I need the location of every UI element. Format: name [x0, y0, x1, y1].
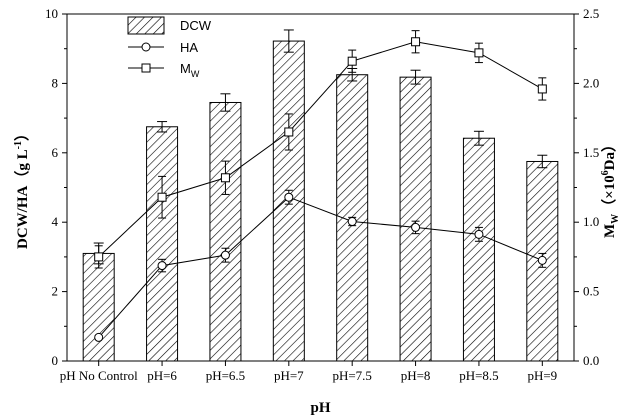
- y-tick-label: 2: [52, 284, 59, 299]
- bar-dcw: [209, 101, 242, 362]
- y2-tick-label: 0.0: [583, 353, 599, 368]
- line-ha: [98, 196, 543, 338]
- point-mw: [284, 127, 294, 137]
- y2-axis-title: MW（×106Da）: [600, 137, 621, 238]
- x-tick-label: pH=7.5: [332, 368, 371, 383]
- point-ha: [284, 192, 294, 202]
- x-tick-label: pH No Control: [60, 368, 138, 383]
- point-mw: [411, 37, 421, 47]
- point-mw: [474, 48, 484, 58]
- y-tick-label: 10: [45, 6, 58, 21]
- bar-dcw: [399, 76, 432, 362]
- y-tick-label: 4: [52, 214, 59, 229]
- x-tick-label: pH=6: [147, 368, 177, 383]
- y2-tick-label: 2.5: [583, 6, 599, 21]
- x-tick-label: pH=8: [401, 368, 431, 383]
- bar-dcw: [82, 252, 115, 362]
- y-axis-title: DCW/HA（g L-1）: [13, 126, 31, 249]
- point-ha: [474, 229, 484, 239]
- legend-label-ha: HA: [180, 40, 198, 55]
- x-axis-title: pH: [310, 400, 330, 416]
- legend-swatch-dcw: [127, 16, 165, 35]
- bar-dcw: [462, 137, 495, 362]
- line-mw: [98, 41, 543, 258]
- legend-marker-mw: [141, 63, 151, 73]
- point-ha: [94, 332, 104, 342]
- y2-tick-label: 1.0: [583, 214, 599, 229]
- y-tick-label: 0: [52, 353, 59, 368]
- x-tick-label: pH=7: [274, 368, 304, 383]
- x-tick-label: pH=6.5: [206, 368, 245, 383]
- y-tick-label: 6: [52, 145, 59, 160]
- y-tick-label: 8: [52, 75, 59, 90]
- legend: DCW HA MW: [127, 16, 212, 79]
- point-ha: [157, 261, 167, 271]
- point-ha: [220, 250, 230, 260]
- point-mw: [94, 252, 104, 262]
- legend-label-dcw: DCW: [180, 18, 212, 33]
- legend-label-mw: MW: [180, 61, 200, 79]
- point-mw: [347, 56, 357, 66]
- y2-tick-label: 0.5: [583, 284, 599, 299]
- point-mw: [157, 192, 167, 202]
- point-ha: [411, 222, 421, 232]
- y2-tick-label: 1.5: [583, 145, 599, 160]
- plot-area: 0 2 4 6 8 10 0.0 0.5 1.0 1.5 2.0 2.5 pH No Control pH…: [45, 6, 599, 383]
- point-mw: [220, 173, 230, 183]
- x-tick-label: pH=9: [527, 368, 557, 383]
- point-ha: [347, 217, 357, 227]
- point-ha: [537, 255, 547, 265]
- legend-marker-ha: [141, 42, 151, 52]
- point-mw: [537, 84, 547, 94]
- x-tick-label: pH=8.5: [459, 368, 498, 383]
- bar-dcw: [146, 126, 179, 362]
- y2-tick-label: 2.0: [583, 75, 599, 90]
